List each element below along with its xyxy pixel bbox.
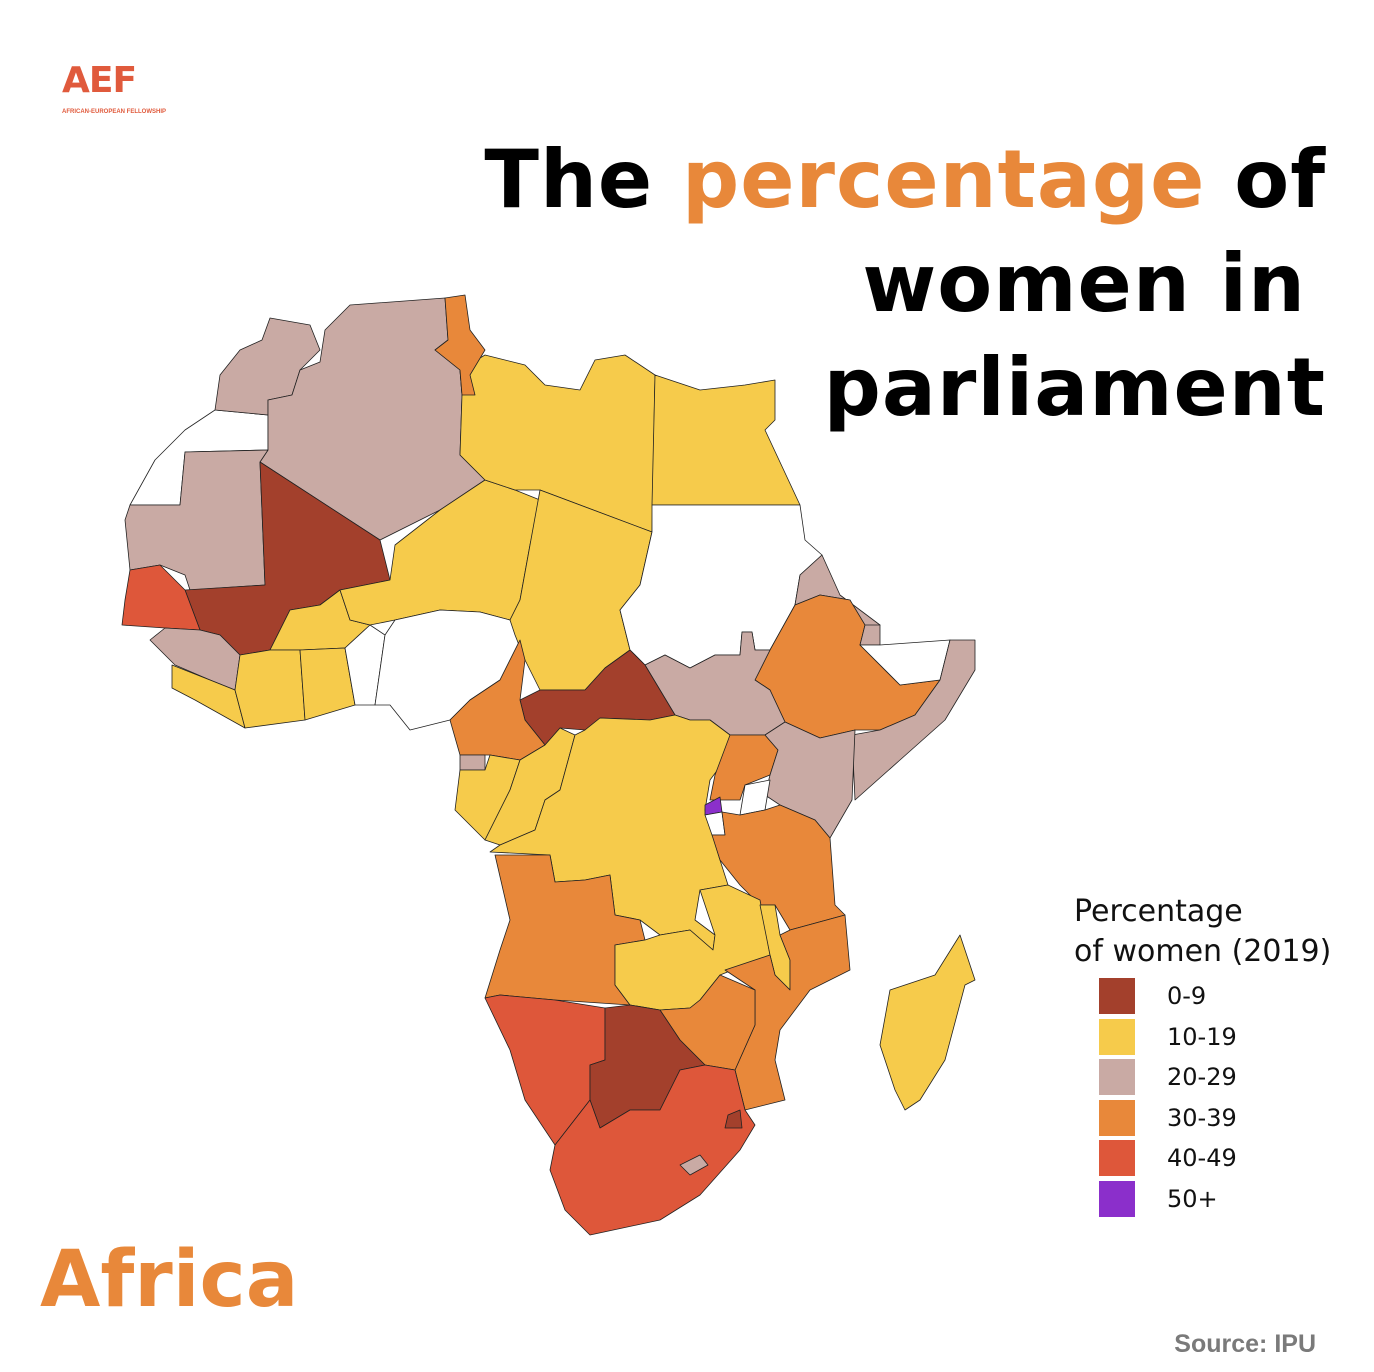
logo-mark: AEF [62,60,137,101]
legend-label: 10-19 [1167,1022,1237,1051]
legend-item: 50+ [1099,1179,1331,1220]
legend-swatch [1099,1059,1135,1096]
aef-logo: AEF AFRICAN-EUROPEAN FELLOWSHIP [62,58,182,116]
region-equatorial-guinea [459,754,486,771]
logo-subtitle: AFRICAN-EUROPEAN FELLOWSHIP [62,109,166,115]
legend-swatch [1099,1018,1135,1055]
page-title: The percentage of women in parliament [484,128,1326,440]
region-somaliland [859,639,951,686]
legend: Percentage of women (2019) 0-9 10-19 20-29… [1074,892,1331,1219]
legend-title-line-1: Percentage [1074,894,1243,929]
legend-label: 40-49 [1167,1144,1237,1173]
legend-item: 10-19 [1099,1017,1331,1058]
legend-swatch [1099,1099,1135,1136]
region-south-africa [549,1064,756,1236]
region-eswatini [724,1109,743,1129]
legend-title-line-2: of women (2019) [1074,934,1332,969]
legend-swatch [1099,1180,1135,1217]
region-somalia [851,639,976,801]
legend-label: 50+ [1167,1184,1218,1213]
region-label: Africa [40,1235,299,1325]
region-lesotho [679,1154,709,1176]
region-cote-divoire [234,649,306,729]
legend-swatch [1099,978,1135,1015]
legend-label: 30-39 [1167,1103,1237,1132]
source-note: Source: IPU [1174,1330,1316,1358]
legend-item: 0-9 [1099,976,1331,1017]
title-text: of [1205,133,1326,226]
legend-label: 0-9 [1167,982,1207,1011]
legend-label: 20-29 [1167,1063,1237,1092]
legend-swatch [1099,1140,1135,1177]
title-line-1: The percentage of [484,128,1326,232]
legend-item: 40-49 [1099,1138,1331,1179]
title-text: The [484,133,683,226]
region-tunisia [434,294,486,396]
title-highlight: percentage [682,133,1206,226]
region-tanzania [711,804,846,931]
region-madagascar [879,934,976,1111]
legend-items: 0-9 10-19 20-29 30-39 40-49 50+ [1074,976,1331,1219]
legend-item: 20-29 [1099,1057,1331,1098]
title-line-3: parliament [823,341,1326,434]
title-line-2: women in [862,237,1306,330]
legend-item: 30-39 [1099,1098,1331,1139]
